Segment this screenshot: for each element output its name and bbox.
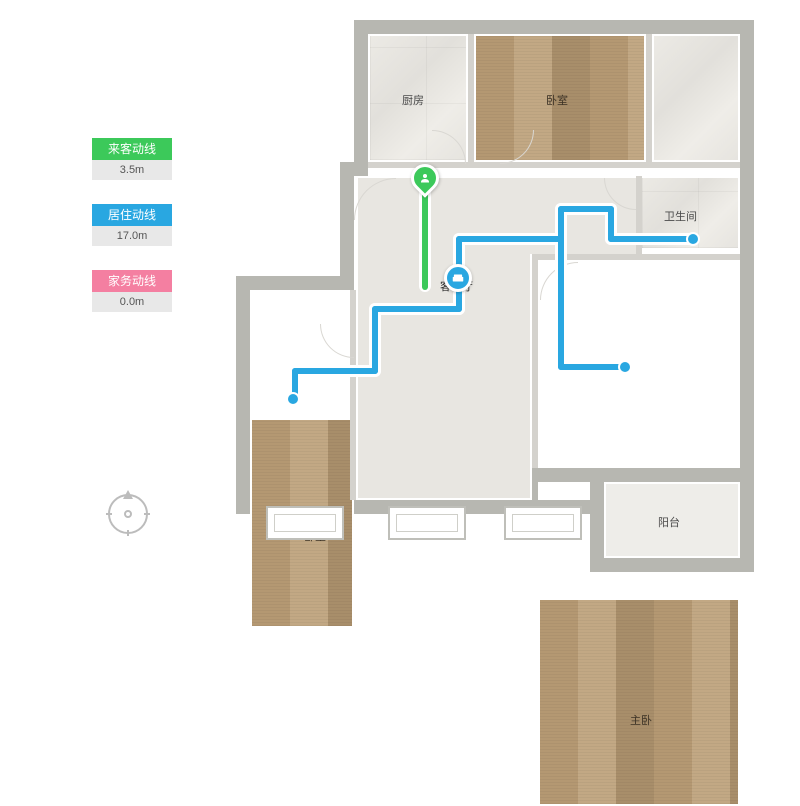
legend-item-chore: 家务动线 0.0m — [92, 270, 172, 312]
legend-item-living: 居住动线 17.0m — [92, 204, 172, 246]
wall — [340, 162, 354, 290]
inner-wall — [468, 34, 474, 162]
door-arc — [320, 324, 354, 358]
path-endpoint — [286, 392, 300, 406]
wall — [236, 276, 250, 514]
room-master: 主卧 — [538, 598, 740, 806]
room-label: 阳台 — [658, 514, 680, 530]
living-path — [456, 236, 564, 242]
wall — [236, 276, 354, 290]
inner-wall — [350, 290, 356, 500]
wall — [740, 246, 754, 482]
room-label: 厨房 — [402, 92, 424, 108]
room-balcony: 阳台 — [604, 482, 740, 558]
path-endpoint — [686, 232, 700, 246]
wall — [524, 468, 754, 482]
legend-value: 0.0m — [92, 292, 172, 312]
wall — [590, 558, 754, 572]
legend-label: 家务动线 — [92, 270, 172, 292]
wall — [590, 472, 604, 572]
legend-label: 来客动线 — [92, 138, 172, 160]
room-label: 主卧 — [630, 712, 652, 728]
living-path — [558, 364, 626, 370]
inner-wall — [532, 254, 538, 468]
legend-value: 3.5m — [92, 160, 172, 180]
wall — [740, 472, 754, 572]
living-path — [558, 236, 564, 370]
living-path — [558, 206, 614, 212]
living-marker-icon — [444, 264, 472, 292]
living-path — [608, 236, 692, 242]
legend-value: 17.0m — [92, 226, 172, 246]
legend-label: 居住动线 — [92, 204, 172, 226]
room-living — [356, 176, 532, 500]
legend-item-guest: 来客动线 3.5m — [92, 138, 172, 180]
legend: 来客动线 3.5m 居住动线 17.0m 家务动线 0.0m — [92, 138, 172, 336]
wall — [740, 20, 754, 176]
living-path — [292, 368, 378, 374]
living-path — [372, 306, 378, 374]
room-label: 卧室 — [546, 92, 568, 108]
window-sill — [266, 506, 344, 540]
window-sill — [388, 506, 466, 540]
window-sill — [504, 506, 582, 540]
room-tile-corner — [652, 34, 740, 162]
compass-icon — [108, 494, 148, 534]
inner-wall — [646, 34, 652, 162]
floor-plan: 厨房 卧室 卫生间 卧室 主卧 阳台 — [244, 20, 784, 580]
living-path — [372, 306, 462, 312]
wall — [354, 20, 368, 176]
wall — [354, 20, 754, 34]
room-label: 卫生间 — [664, 208, 697, 224]
path-endpoint — [618, 360, 632, 374]
